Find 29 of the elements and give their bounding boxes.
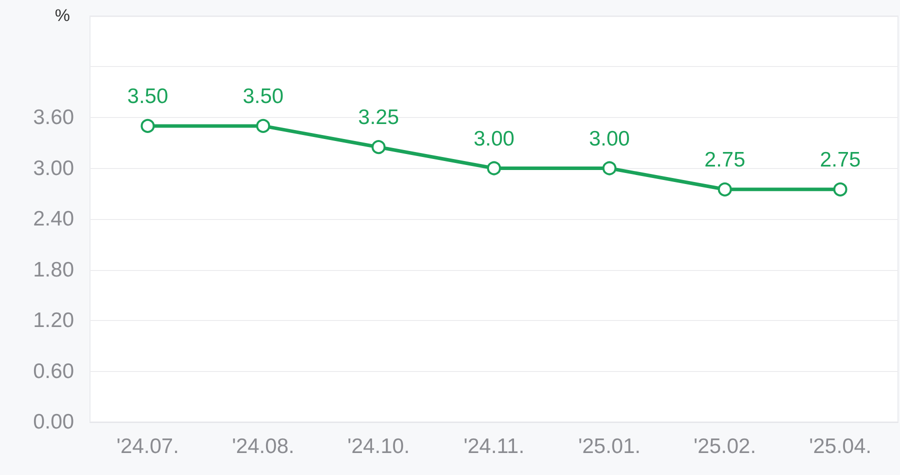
data-label: 2.75	[820, 148, 861, 172]
y-tick-label: 0.00	[33, 410, 74, 434]
point	[718, 182, 732, 196]
x-tick-label: '25.02.	[694, 435, 756, 458]
x-tick-label: '24.07.	[116, 435, 179, 458]
y-tick-label: 3.60	[33, 106, 74, 129]
data-label: 3.50	[127, 84, 168, 108]
point	[487, 161, 501, 176]
x-tick-label: '25.01.	[578, 435, 641, 458]
x-tick-label: '24.11.	[464, 435, 524, 458]
y-tick-label: 1.20	[33, 309, 74, 332]
y-tick-label: 2.40	[33, 208, 74, 230]
x-tick-label: '25.04.	[809, 435, 872, 458]
point	[140, 118, 155, 133]
y-tick-label: 3.00	[33, 156, 74, 180]
y-tick-label: 1.80	[33, 258, 74, 282]
x-tick-label: '24.08.	[232, 435, 294, 458]
data-label: 2.75	[704, 148, 746, 172]
x-tick-label: '24.10.	[347, 435, 410, 458]
point	[256, 118, 270, 133]
data-label: 3.00	[474, 127, 514, 150]
point	[833, 182, 848, 196]
y-tick-label: 0.60	[33, 360, 74, 383]
data-label: 3.00	[588, 127, 630, 150]
y-axis-title: %	[54, 6, 70, 25]
point	[602, 161, 616, 176]
data-label: 3.50	[242, 84, 284, 108]
data-label: 3.25	[358, 106, 400, 130]
point	[372, 140, 386, 154]
